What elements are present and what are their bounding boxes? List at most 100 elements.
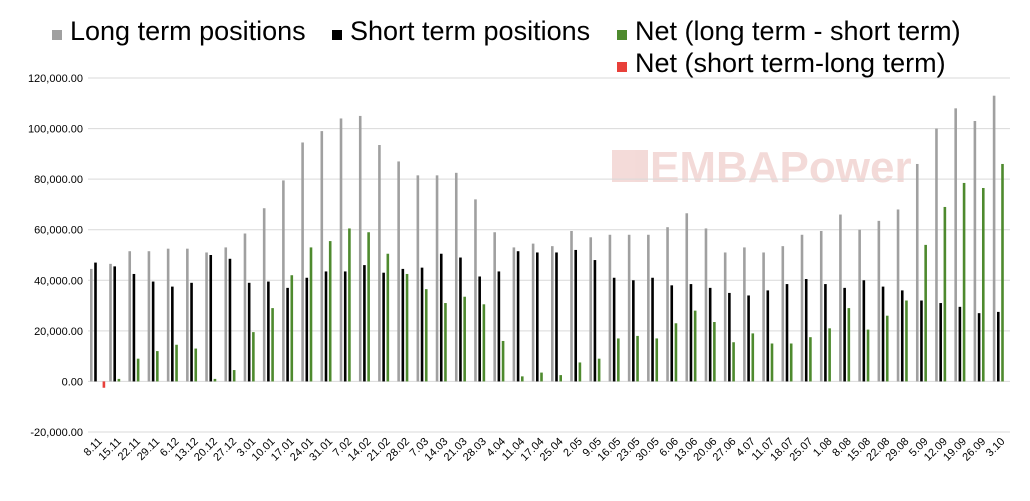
bar-long-term-positions bbox=[378, 145, 381, 382]
bar-net-long-term-short-term bbox=[290, 275, 294, 382]
bar-short-term-positions bbox=[785, 284, 789, 382]
x-tick-label: 2.05 bbox=[561, 436, 585, 460]
bar-net-long-term-short-term bbox=[386, 253, 390, 382]
bar-long-term-positions bbox=[704, 228, 708, 382]
bar-long-term-positions bbox=[224, 247, 228, 382]
y-tick-label: 0.00 bbox=[62, 376, 83, 388]
y-tick-label: -20,000.00 bbox=[30, 427, 83, 439]
bar-short-term-positions bbox=[670, 285, 674, 382]
legend-swatch bbox=[617, 62, 627, 72]
bar-net-long-term-short-term bbox=[271, 308, 274, 382]
bar-long-term-positions bbox=[551, 246, 554, 382]
bar-short-term-positions bbox=[824, 284, 827, 382]
bar-net-long-term-short-term bbox=[693, 310, 697, 382]
bar-net-long-term-short-term bbox=[597, 358, 601, 382]
bar-net-long-term-short-term bbox=[636, 335, 639, 382]
bar-long-term-positions bbox=[531, 243, 535, 382]
bar-short-term-positions bbox=[612, 277, 616, 382]
bar-net-long-term-short-term bbox=[655, 338, 659, 382]
y-tick-label: 60,000.00 bbox=[34, 225, 83, 237]
bar-short-term-positions bbox=[536, 252, 539, 382]
bar-net-long-term-short-term bbox=[175, 344, 178, 382]
bar-long-term-positions bbox=[282, 180, 285, 382]
bar-short-term-positions bbox=[459, 257, 462, 382]
bar-long-term-positions bbox=[512, 247, 516, 382]
bar-short-term-positions bbox=[382, 272, 385, 382]
bar-long-term-positions bbox=[915, 163, 919, 382]
bar-net-short-term-long-term bbox=[102, 381, 106, 388]
bar-long-term-positions bbox=[435, 175, 439, 382]
bar-long-term-positions bbox=[666, 227, 669, 382]
bar-short-term-positions bbox=[766, 290, 770, 382]
bar-long-term-positions bbox=[128, 251, 132, 382]
bar-long-term-positions bbox=[358, 115, 362, 382]
bar-net-long-term-short-term bbox=[482, 304, 486, 382]
bar-long-term-positions bbox=[781, 246, 785, 382]
bar-net-long-term-short-term bbox=[924, 244, 927, 382]
bar-long-term-positions bbox=[935, 128, 938, 382]
legend-swatch bbox=[332, 30, 342, 40]
bar-short-term-positions bbox=[689, 284, 693, 382]
bar-long-term-positions bbox=[109, 263, 112, 382]
bar-long-term-positions bbox=[589, 237, 593, 382]
bar-long-term-positions bbox=[474, 199, 477, 382]
watermark-text: EMBAPower bbox=[650, 143, 912, 192]
bar-short-term-positions bbox=[881, 286, 885, 382]
bar-net-long-term-short-term bbox=[770, 343, 774, 382]
legend-label: Net (short term-long term) bbox=[635, 48, 946, 78]
bar-short-term-positions bbox=[958, 306, 962, 382]
bar-long-term-positions bbox=[858, 229, 861, 382]
x-tick-label: 1.08 bbox=[811, 436, 835, 460]
bar-short-term-positions bbox=[420, 267, 424, 382]
bar-short-term-positions bbox=[247, 282, 251, 382]
bar-long-term-positions bbox=[186, 248, 189, 382]
bar-short-term-positions bbox=[555, 252, 558, 382]
bar-long-term-positions bbox=[743, 247, 746, 382]
bar-net-long-term-short-term bbox=[943, 206, 947, 382]
bar-short-term-positions bbox=[209, 255, 213, 382]
bar-short-term-positions bbox=[843, 287, 846, 382]
bar-long-term-positions bbox=[243, 233, 247, 382]
legend: Long term positions Short term positions N… bbox=[52, 16, 961, 78]
y-tick-label: 20,000.00 bbox=[34, 326, 83, 338]
bar-net-long-term-short-term bbox=[578, 362, 582, 382]
bar-net-long-term-short-term bbox=[905, 300, 908, 382]
bar-net-long-term-short-term bbox=[674, 323, 678, 382]
bar-short-term-positions bbox=[593, 260, 597, 382]
bar-net-long-term-short-term bbox=[828, 328, 831, 382]
bar-net-long-term-short-term bbox=[713, 322, 716, 382]
bar-net-long-term-short-term bbox=[424, 289, 428, 382]
bar-net-long-term-short-term bbox=[751, 333, 755, 382]
bar-long-term-positions bbox=[262, 208, 266, 382]
bar-short-term-positions bbox=[997, 311, 1000, 382]
bar-net-long-term-short-term bbox=[328, 241, 332, 382]
bar-short-term-positions bbox=[728, 292, 731, 382]
legend-swatch bbox=[617, 30, 627, 40]
bar-long-term-positions bbox=[800, 234, 804, 382]
bar-long-term-positions bbox=[320, 131, 324, 382]
bar-short-term-positions bbox=[113, 266, 117, 382]
bar-long-term-positions bbox=[90, 268, 93, 382]
bar-net-long-term-short-term bbox=[232, 370, 236, 382]
bar-short-term-positions bbox=[862, 280, 866, 382]
bar-net-long-term-short-term bbox=[866, 329, 870, 382]
legend-label: Short term positions bbox=[350, 16, 590, 46]
bar-short-term-positions bbox=[747, 295, 750, 382]
bar-net-long-term-short-term bbox=[367, 232, 370, 382]
bar-short-term-positions bbox=[94, 262, 97, 382]
bar-short-term-positions bbox=[632, 280, 635, 382]
watermark-logo: EMBAPower bbox=[612, 143, 912, 192]
x-axis-ticks: 8.1115.1122.1129.116.1213.1220.1227.123.… bbox=[82, 436, 1008, 464]
bar-short-term-positions bbox=[401, 268, 405, 382]
bar-long-term-positions bbox=[147, 251, 151, 382]
bar-long-term-positions bbox=[608, 234, 612, 382]
grid-lines bbox=[88, 77, 1010, 433]
bar-long-term-positions bbox=[992, 95, 996, 382]
bar-short-term-positions bbox=[651, 277, 654, 382]
bar-short-term-positions bbox=[286, 287, 289, 382]
y-axis-ticks: 120,000.00 100,000.00 80,000.00 60,000.00 40… bbox=[28, 73, 83, 439]
bar-long-term-positions bbox=[896, 209, 900, 382]
bar-long-term-positions bbox=[954, 108, 957, 382]
bar-net-long-term-short-term bbox=[559, 375, 562, 382]
bar-short-term-positions bbox=[171, 286, 174, 382]
